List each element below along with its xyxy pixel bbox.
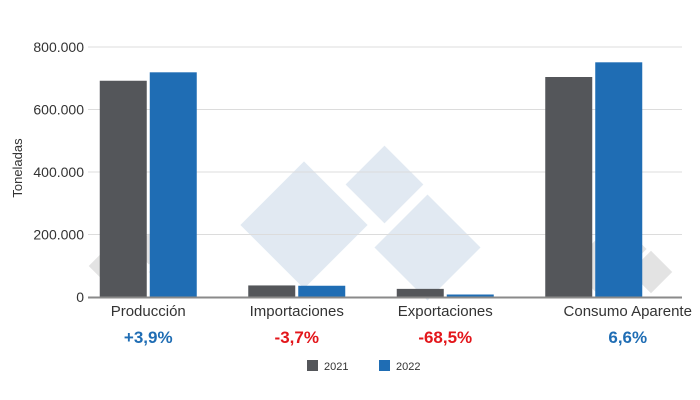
legend-swatch — [379, 360, 390, 371]
bar-2021 — [248, 285, 296, 297]
y-tick-label: 200.000 — [33, 227, 84, 243]
change-annotation: -3,7% — [275, 328, 319, 347]
y-tick-label: 400.000 — [33, 164, 84, 180]
y-tick-labels: 0 200.000 400.000 600.000 800.000 — [33, 39, 84, 305]
y-tick-label: 800.000 — [33, 39, 84, 55]
y-axis-label: Toneladas — [10, 138, 25, 198]
bar-2021 — [396, 288, 444, 297]
category-label: Importaciones — [250, 303, 344, 320]
legend-label: 2021 — [324, 361, 348, 373]
legend-label: 2022 — [396, 361, 420, 373]
category-label: Producción — [111, 303, 186, 320]
y-tick-label: 0 — [76, 289, 84, 305]
change-annotations: +3,9% -3,7% -68,5% 6,6% — [124, 328, 647, 347]
change-annotation: +3,9% — [124, 328, 173, 347]
category-labels: Producción Importaciones Exportaciones Cons… — [111, 303, 692, 320]
bar-2022 — [595, 62, 643, 297]
bar-2021 — [99, 80, 147, 297]
bar-2022 — [149, 72, 197, 297]
watermark-logo — [240, 145, 481, 301]
category-label: Consumo Aparente — [564, 303, 692, 320]
bar-2022 — [298, 285, 346, 297]
y-tick-label: 600.000 — [33, 102, 84, 118]
bar-2022 — [446, 294, 494, 297]
legend: 2021 2022 — [307, 360, 420, 373]
bars — [99, 62, 643, 297]
bar-2021 — [545, 77, 593, 297]
category-label: Exportaciones — [398, 303, 493, 320]
change-annotation: -68,5% — [418, 328, 472, 347]
change-annotation: 6,6% — [608, 328, 647, 347]
legend-swatch — [307, 360, 318, 371]
